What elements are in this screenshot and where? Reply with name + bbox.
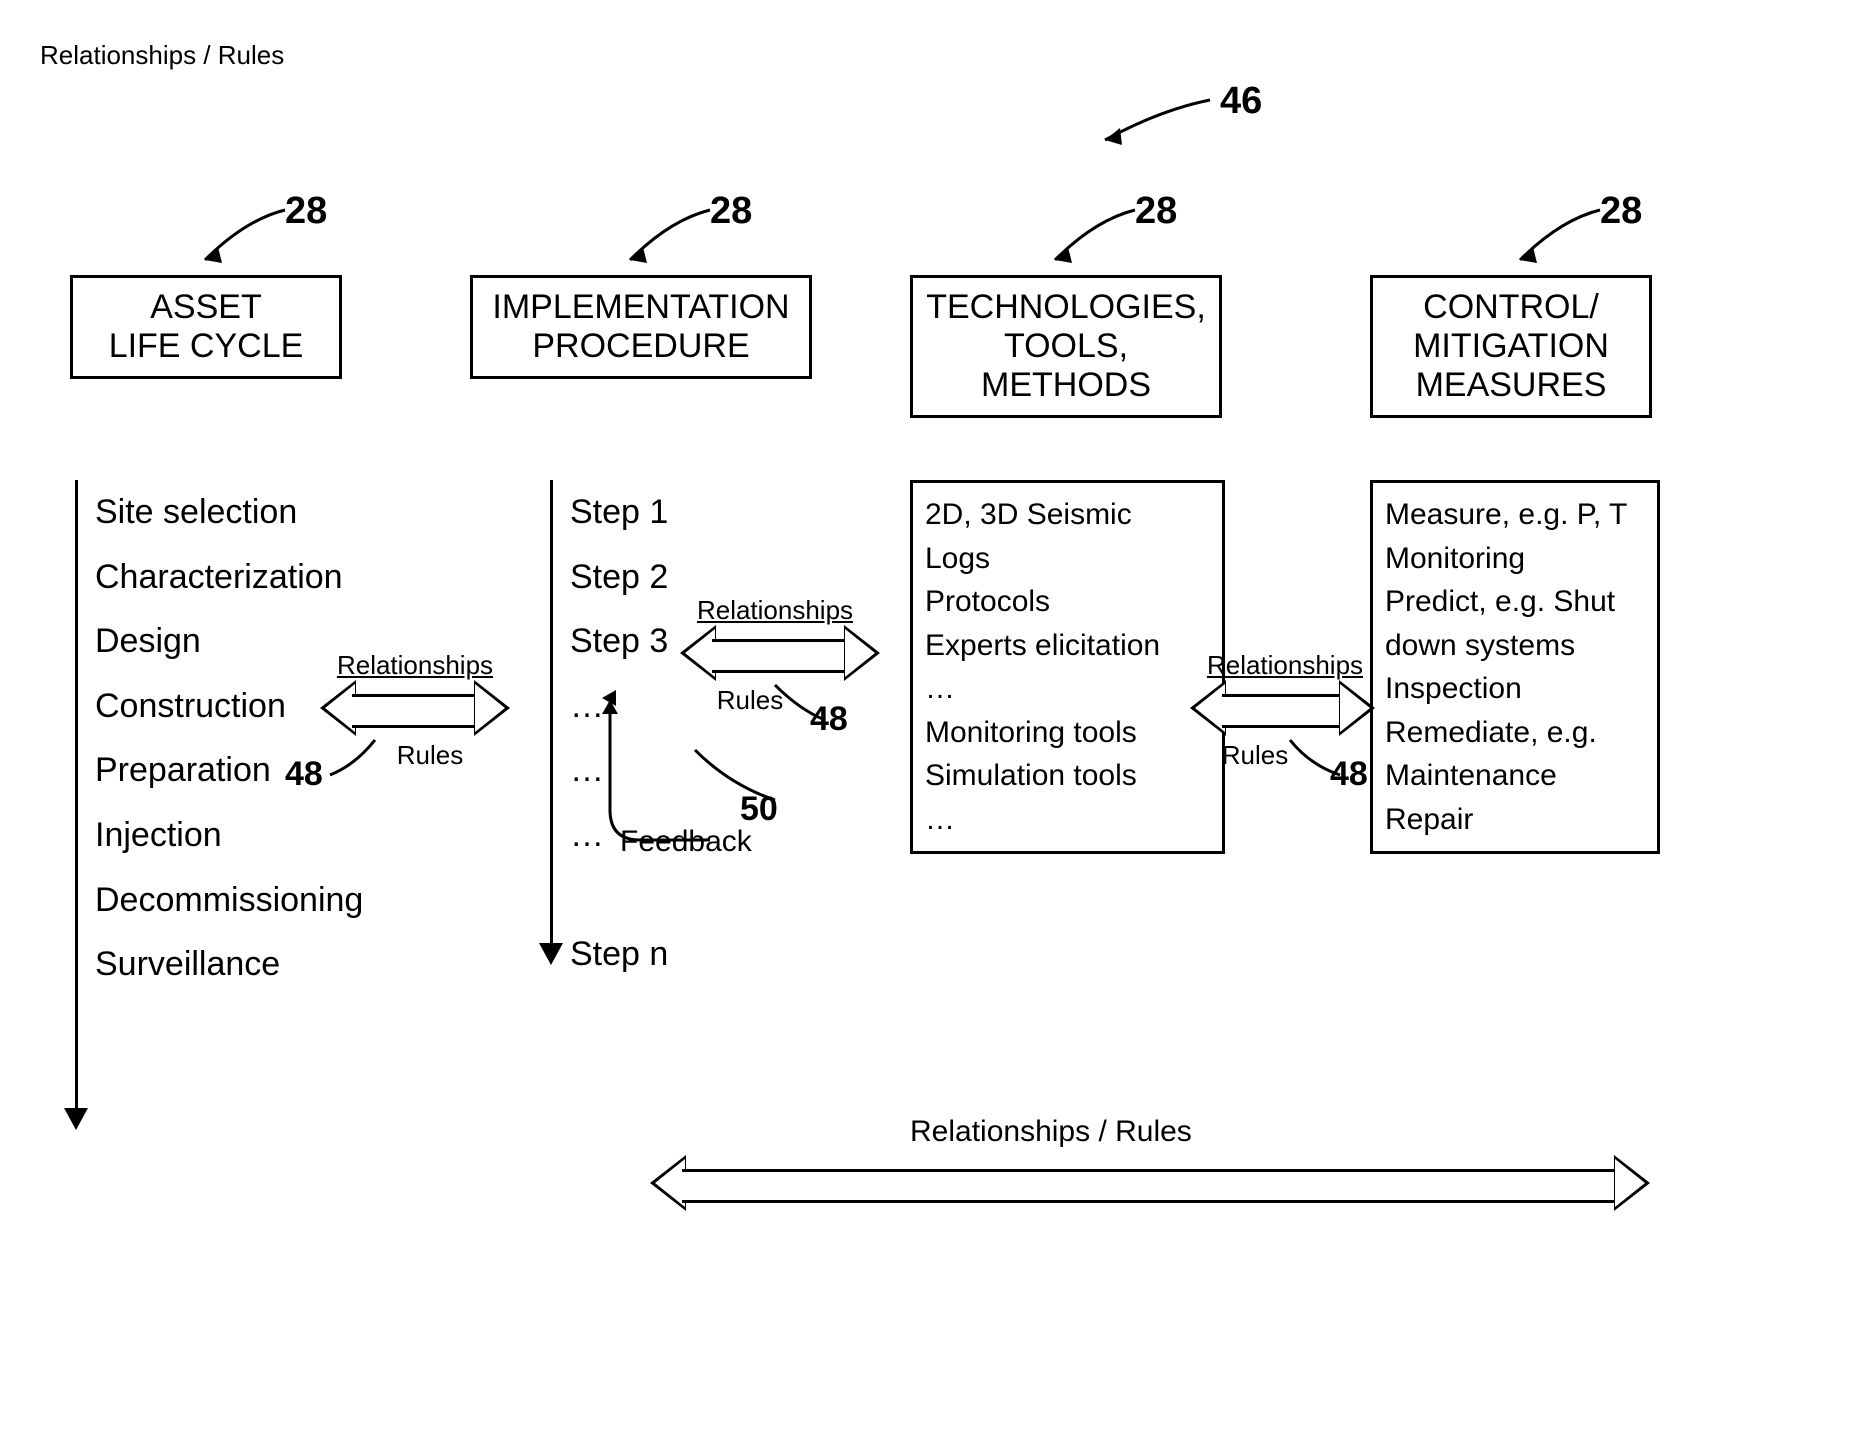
- biarrow1-ref: 48: [285, 755, 323, 794]
- col1-item: Injection: [95, 803, 363, 868]
- col3-item: Logs: [925, 537, 1210, 581]
- col2-step-n: Step n: [570, 935, 668, 974]
- col4-item: Inspection: [1385, 667, 1645, 711]
- col4-item: Measure, e.g. P, T: [1385, 493, 1645, 537]
- col4-listbox: Measure, e.g. P, T Monitoring Predict, e…: [1370, 480, 1660, 854]
- figure-ref-46: 46: [1220, 80, 1262, 123]
- long-arrow-label: Relationships / Rules: [40, 40, 284, 71]
- col3-item: 2D, 3D Seismic: [925, 493, 1210, 537]
- biarrow-3: [1190, 680, 1375, 736]
- col4-item: down systems: [1385, 624, 1645, 668]
- col1-flowarrow: [64, 1108, 88, 1130]
- col1-lead: [190, 205, 290, 275]
- col3-listbox: 2D, 3D Seismic Logs Protocols Experts el…: [910, 480, 1225, 854]
- col3-lead: [1040, 205, 1140, 275]
- col1-item: Design: [95, 609, 363, 674]
- col3-item: Protocols: [925, 580, 1210, 624]
- diagram-canvas: 46 28 ASSET LIFE CYCLE Site selection Ch…: [40, 40, 1815, 1407]
- col4-item: Monitoring: [1385, 537, 1645, 581]
- col1-list: Site selection Characterization Design C…: [95, 480, 363, 997]
- col1-header: ASSET LIFE CYCLE: [70, 275, 342, 379]
- col4-item: Predict, e.g. Shut: [1385, 580, 1645, 624]
- biarrow1-lead: [325, 735, 385, 785]
- col4-item: Maintenance: [1385, 754, 1645, 798]
- col3-item: …: [925, 798, 1210, 842]
- feedback-label: Feedback: [620, 825, 752, 859]
- col1-item: Characterization: [95, 545, 363, 610]
- col4-item: Remediate, e.g.: [1385, 711, 1645, 755]
- col2-item: Step 1: [570, 480, 668, 545]
- col2-lead: [615, 205, 715, 275]
- biarrow1-bot-label: Rules: [380, 740, 480, 771]
- feedback-ref-50: 50: [740, 790, 778, 829]
- col1-item: Surveillance: [95, 932, 363, 997]
- col1-flowline: [75, 480, 78, 1110]
- col1-ref: 28: [285, 190, 327, 233]
- long-arrow-label: Relationships / Rules: [910, 1115, 1192, 1149]
- biarrow2-lead: [770, 680, 830, 730]
- col2-header: IMPLEMENTATION PROCEDURE: [470, 275, 812, 379]
- col4-header: CONTROL/ MITIGATION MEASURES: [1370, 275, 1652, 418]
- col4-ref: 28: [1600, 190, 1642, 233]
- col3-title: TECHNOLOGIES, TOOLS, METHODS: [926, 288, 1206, 404]
- col2-title: IMPLEMENTATION PROCEDURE: [492, 288, 789, 365]
- col4-item: Repair: [1385, 798, 1645, 842]
- col4-lead: [1505, 205, 1605, 275]
- col3-ref: 28: [1135, 190, 1177, 233]
- col2-ref: 28: [710, 190, 752, 233]
- biarrow3-lead: [1285, 735, 1345, 785]
- col1-item: Decommissioning: [95, 868, 363, 933]
- long-biarrow: [650, 1155, 1650, 1215]
- col1-item: Preparation: [95, 738, 363, 803]
- col3-item: Simulation tools: [925, 754, 1210, 798]
- col4-title: CONTROL/ MITIGATION MEASURES: [1413, 288, 1609, 404]
- col1-title: ASSET LIFE CYCLE: [109, 288, 304, 365]
- lead-arrow-46: [1090, 90, 1220, 150]
- biarrow3-top-label: Relationships: [1200, 650, 1370, 681]
- col3-item: …: [925, 667, 1210, 711]
- biarrow2-top-label: Relationships: [690, 595, 860, 626]
- col1-item: Site selection: [95, 480, 363, 545]
- col2-item: Step 2: [570, 545, 668, 610]
- biarrow-2: [680, 625, 880, 681]
- col3-item: Monitoring tools: [925, 711, 1210, 755]
- col2-flowarrow: [539, 943, 563, 965]
- biarrow1-top-label: Relationships: [330, 650, 500, 681]
- col2-item: Step 3: [570, 609, 668, 674]
- col2-flowline: [550, 480, 553, 945]
- biarrow-1: [320, 680, 510, 736]
- col3-item: Experts elicitation: [925, 624, 1210, 668]
- col3-header: TECHNOLOGIES, TOOLS, METHODS: [910, 275, 1222, 418]
